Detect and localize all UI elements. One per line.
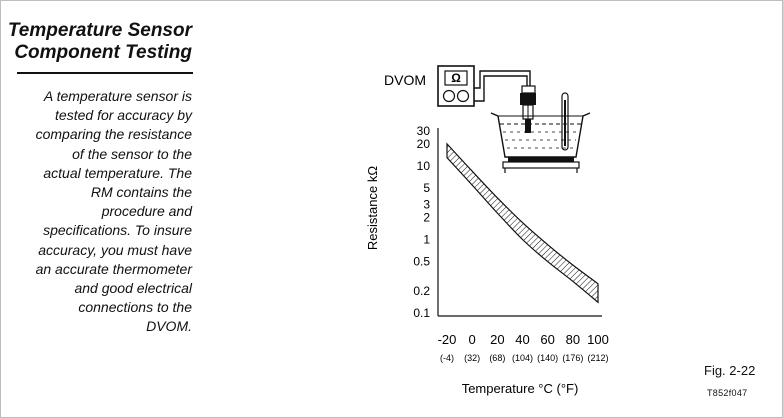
y-tick-label: 3	[423, 197, 430, 211]
description-line: an accurate thermometer	[35, 260, 192, 277]
y-tick-label: 2	[423, 210, 430, 224]
description-line: DVOM.	[146, 318, 192, 335]
x-tick-label: 40	[515, 332, 529, 347]
description-line: and good electrical	[74, 280, 192, 297]
y-tick-label: 30	[417, 124, 431, 138]
description-line: accuracy, you must have	[38, 241, 192, 258]
x-tick-label: 80	[566, 332, 580, 347]
x-tick-label: 60	[540, 332, 554, 347]
title-line: Component Testing	[14, 42, 192, 63]
x-tick-label-fahrenheit: (32)	[464, 353, 480, 363]
description-line: of the sensor to the	[72, 145, 192, 162]
x-tick-label-fahrenheit: (212)	[587, 353, 608, 363]
x-tick-label-fahrenheit: (176)	[562, 353, 583, 363]
y-tick-label: 0.2	[413, 284, 430, 298]
x-tick-label: 20	[490, 332, 504, 347]
y-axis-label: Resistance kΩ	[365, 166, 380, 250]
x-tick-labels: -20 0 20 40 60 80 100	[438, 332, 609, 347]
y-tick-label: 5	[423, 181, 430, 195]
x-axis-label: Temperature °C (°F)	[462, 381, 579, 396]
description-line: RM contains the	[90, 184, 192, 201]
x-tick-label: 0	[469, 332, 476, 347]
dvom-meter: Ω	[437, 65, 475, 107]
resistance-band	[446, 142, 599, 304]
y-tick-label: 10	[417, 159, 431, 173]
description-line: A temperature sensor is	[43, 88, 192, 104]
test-leads	[474, 70, 531, 102]
meter-label: DVOM	[384, 72, 426, 88]
thermometer	[561, 92, 569, 151]
water-container	[490, 112, 591, 158]
description-line: connections to the	[78, 299, 192, 316]
x-tick-label-fahrenheit: (104)	[512, 353, 533, 363]
section-title: Temperature Sensor Component Testing	[8, 20, 192, 64]
heater	[502, 157, 580, 173]
x-tick-label-fahrenheit: (-4)	[440, 353, 454, 363]
y-tick-label: 0.5	[413, 255, 430, 269]
y-tick-label: 20	[417, 137, 431, 151]
title-line: Temperature Sensor	[7, 20, 192, 41]
x-tick-label: 100	[587, 332, 609, 347]
y-tick-label: 0.1	[413, 306, 430, 320]
x-tick-labels-fahrenheit: (-4) (32) (68) (104) (140) (176) (212)	[440, 353, 609, 363]
figure-label: Fig. 2-22	[704, 363, 756, 378]
ohm-symbol: Ω	[451, 71, 461, 85]
x-tick-label: -20	[438, 332, 457, 347]
figure-code: T852f047	[707, 388, 748, 398]
description-text: A temperature sensor is tested for accur…	[36, 87, 192, 337]
description-line: comparing the resistance	[35, 126, 192, 143]
description-line: procedure and	[101, 203, 192, 220]
title-divider	[17, 72, 193, 74]
description-line: tested for accuracy by	[55, 107, 192, 124]
x-tick-label-fahrenheit: (140)	[537, 353, 558, 363]
description-line: specifications. To insure	[43, 222, 192, 239]
temperature-sensor	[520, 85, 536, 133]
x-tick-label-fahrenheit: (68)	[489, 353, 505, 363]
y-tick-label: 1	[423, 233, 430, 247]
description-line: actual temperature. The	[43, 164, 192, 181]
